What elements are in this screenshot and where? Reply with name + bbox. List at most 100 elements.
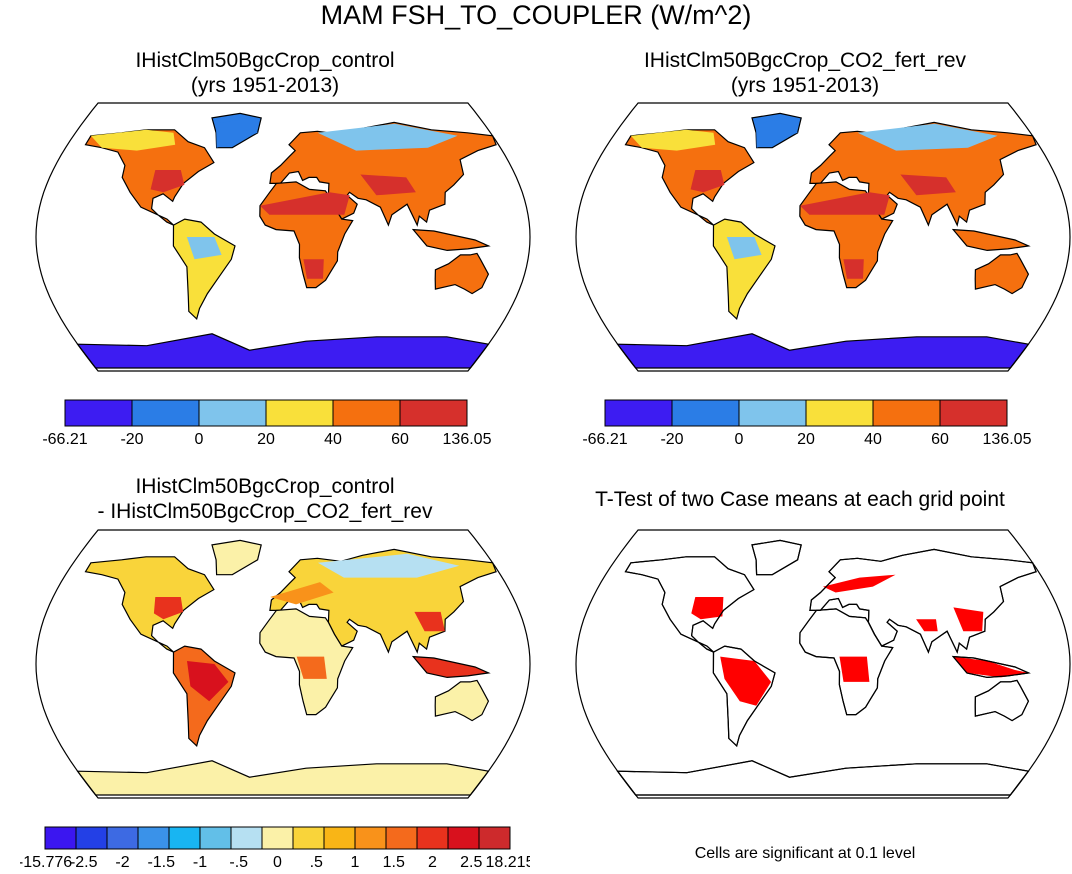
colorbar-tick-label: -1 xyxy=(193,854,207,871)
colorbar-tick-label: -.5 xyxy=(229,854,248,871)
colorbar-swatch xyxy=(332,399,401,427)
colorbar-swatch xyxy=(199,826,232,850)
ttest-coastline-europe-asia xyxy=(809,548,1037,654)
panel-2-title-line2: (yrs 1951-2013) xyxy=(730,74,880,97)
colorbar-swatch xyxy=(447,826,480,850)
diff-region-europe xyxy=(270,582,334,605)
diff-land-north-america xyxy=(84,556,215,653)
colorbar-swatch xyxy=(354,826,387,850)
colorbar-swatch xyxy=(265,399,334,427)
panel-3-title-line2: - IHistClm50BgcCrop_CO2_fert_rev xyxy=(97,500,433,523)
control-region-amazon xyxy=(186,237,222,260)
co2fert-land-indonesia xyxy=(951,228,1031,252)
co2fert-region-amazon xyxy=(726,237,762,260)
panel-3-title-line1: IHistClm50BgcCrop_control xyxy=(135,475,395,498)
control-region-southern-africa xyxy=(303,259,324,279)
colorbar-swatch xyxy=(323,826,356,850)
colorbar-tick-label: -66.21 xyxy=(582,431,627,448)
colorbar-swatch xyxy=(385,826,418,850)
ttest-significant-cells xyxy=(823,574,896,593)
map-panel-control xyxy=(35,102,531,372)
map-panel-ttest xyxy=(575,529,1071,799)
panel-1-title-line2: (yrs 1951-2013) xyxy=(190,74,340,97)
panel-1-title: IHistClm50BgcCrop_control (yrs 1951-2013… xyxy=(30,48,500,98)
co2fert-land-australia xyxy=(974,252,1030,295)
ttest-coastline-greenland xyxy=(751,539,802,576)
significance-note: Cells are significant at 0.1 level xyxy=(694,845,916,862)
colorbar-tick-label: -66.21 xyxy=(42,431,87,448)
diff-land-greenland xyxy=(211,539,262,576)
colorbar-tick-label: .5 xyxy=(310,854,323,871)
colorbar-tick-label: 2.5 xyxy=(460,854,482,871)
colorbar-tick-label: 60 xyxy=(931,431,949,448)
panel-4-title: T-Test of two Case means at each grid po… xyxy=(550,487,1050,512)
colorbar-swatch xyxy=(44,826,77,850)
colorbar-tick-label: 136.05 xyxy=(443,431,492,448)
colorbar-swatch xyxy=(939,399,1008,427)
control-region-us xyxy=(150,170,185,193)
control-land-indonesia xyxy=(411,228,491,252)
co2fert-region-siberia xyxy=(857,123,998,151)
diff-region-china xyxy=(414,611,445,632)
colorbar-tick-label: 2 xyxy=(428,854,437,871)
co2fert-region-southern-africa xyxy=(843,259,864,279)
ttest-significant-cells xyxy=(839,656,870,682)
panel-2-title: IHistClm50BgcCrop_CO2_fert_rev (yrs 1951… xyxy=(570,48,1040,98)
diff-map-border xyxy=(35,529,531,799)
diff-land-australia xyxy=(434,679,490,722)
colorbar-tick-label: 20 xyxy=(797,431,815,448)
colorbar-tick-label: 60 xyxy=(391,431,409,448)
control-region-sahara xyxy=(260,192,350,215)
control-region-greenland xyxy=(216,117,258,148)
ttest-coastline-north-america xyxy=(624,556,755,653)
colorbar-swatch xyxy=(198,399,267,427)
colorbar-swatch xyxy=(478,826,511,850)
colorbar-tick-label: 0 xyxy=(735,431,744,448)
control-map-border xyxy=(35,102,531,372)
colorbar-tick-label: 20 xyxy=(257,431,275,448)
colorbar-swatch xyxy=(137,826,170,850)
colorbar-swatch xyxy=(131,399,200,427)
colorbar-swatch xyxy=(106,826,139,850)
colorbar-swatch xyxy=(671,399,740,427)
colorbar-swatch xyxy=(416,826,449,850)
diff-region-amazon xyxy=(187,661,229,702)
co2fert-map-border xyxy=(575,102,1071,372)
map-panel-co2-fert-rev xyxy=(575,102,1071,372)
colorbar-swatch xyxy=(805,399,874,427)
colorbar-tick-label: 0 xyxy=(273,854,282,871)
diff-region-central-africa xyxy=(296,656,327,679)
co2fert-region-sahara xyxy=(800,192,890,215)
colorbar-tick-label: 18.215 xyxy=(486,854,530,871)
ttest-significant-cells xyxy=(691,597,724,620)
ttest-coastline-australia xyxy=(974,679,1030,722)
colorbar-tick-label: 1.5 xyxy=(383,854,405,871)
colorbar-swatch xyxy=(872,399,941,427)
diff-region-us xyxy=(153,597,184,620)
colorbar-tick-label: 40 xyxy=(864,431,882,448)
panel-2-title-line1: IHistClm50BgcCrop_CO2_fert_rev xyxy=(643,49,967,72)
panel-4-title-line1: T-Test of two Case means at each grid po… xyxy=(595,488,1005,511)
ttest-coastline-south-america xyxy=(712,645,776,748)
colorbar-swatch xyxy=(604,399,673,427)
colorbar-swatch xyxy=(399,399,468,427)
diff-region-siberia xyxy=(317,553,460,578)
colorbar-swatch xyxy=(738,399,807,427)
ttest-coastline-antarctica xyxy=(616,760,1030,796)
ttest-significant-cells xyxy=(953,607,984,632)
ttest-coastline-africa xyxy=(799,608,894,716)
ttest-significant-cells xyxy=(953,656,1029,678)
control-land-south-america xyxy=(172,218,236,321)
control-land-australia xyxy=(434,252,490,295)
co2fert-land-antarctica xyxy=(616,333,1030,369)
colorbar-tick-label: 0 xyxy=(195,431,204,448)
ttest-map-border xyxy=(575,529,1071,799)
colorbar-control: -66.21 -20 0 20 40 60 136.05 xyxy=(42,399,492,448)
colorbar-tick-label: -2.5 xyxy=(70,854,98,871)
colorbar-tick-label: 40 xyxy=(324,431,342,448)
colorbar-tick-label: -20 xyxy=(660,431,683,448)
colorbar-tick-label: -20 xyxy=(120,431,143,448)
control-region-central-asia xyxy=(360,174,416,196)
ttest-significant-cells xyxy=(720,656,772,706)
diff-land-indonesia xyxy=(411,655,491,679)
